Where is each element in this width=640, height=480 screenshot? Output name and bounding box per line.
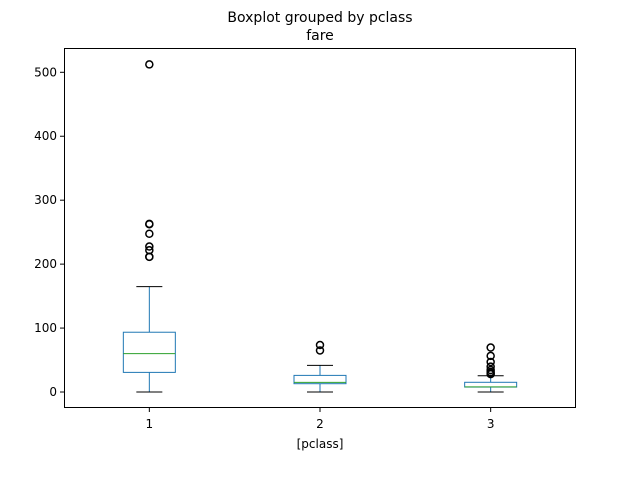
outlier-point	[315, 346, 325, 355]
iqr-box	[122, 331, 176, 373]
y-tick-label: 0	[49, 385, 57, 399]
x-tick-label: 1	[146, 417, 154, 431]
outlier-point	[145, 242, 154, 251]
outlier-point	[486, 357, 495, 367]
outlier-point	[486, 365, 495, 375]
chart-subtitle: fare	[306, 28, 334, 44]
chart-title: Boxplot grouped by pclass	[227, 10, 412, 26]
box-group-3	[464, 343, 518, 393]
y-tick-label: 400	[34, 129, 57, 143]
outlier-point	[145, 229, 154, 239]
y-tick-label: 200	[34, 257, 57, 271]
box-group-1	[122, 60, 176, 393]
x-tick-label: 2	[316, 417, 324, 431]
outlier-point	[145, 245, 154, 255]
iqr-box	[464, 381, 518, 388]
x-tick-label: 3	[487, 417, 495, 431]
outlier-point	[486, 362, 495, 371]
outlier-point	[315, 340, 325, 350]
y-tick-label: 300	[34, 193, 57, 207]
outlier-point	[145, 60, 154, 69]
y-tick-label: 500	[34, 65, 57, 79]
x-axis-label: [pclass]	[297, 437, 344, 451]
box-group-2	[293, 340, 347, 393]
outlier-point	[145, 219, 154, 229]
iqr-box	[293, 374, 347, 385]
ticks: 0 100 200 300 400 500 1 2 3	[34, 65, 494, 431]
outlier-point	[486, 343, 495, 352]
plot-area	[122, 60, 518, 393]
outlier-point	[486, 351, 495, 361]
axes-frame	[64, 48, 576, 408]
y-tick-label: 100	[34, 321, 57, 335]
